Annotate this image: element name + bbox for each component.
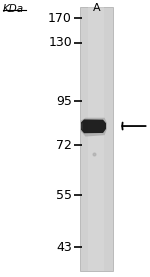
Text: 43: 43 bbox=[56, 241, 72, 253]
Text: 95: 95 bbox=[56, 95, 72, 107]
Text: KDa: KDa bbox=[3, 4, 24, 14]
Bar bbox=[88, 7, 104, 271]
Text: 170: 170 bbox=[48, 12, 72, 24]
Polygon shape bbox=[81, 118, 107, 137]
Bar bbox=[80, 7, 112, 271]
Text: 72: 72 bbox=[56, 139, 72, 152]
Polygon shape bbox=[81, 122, 83, 130]
Text: 55: 55 bbox=[56, 189, 72, 202]
Text: 130: 130 bbox=[48, 37, 72, 49]
Text: A: A bbox=[93, 3, 100, 13]
Polygon shape bbox=[81, 119, 106, 133]
